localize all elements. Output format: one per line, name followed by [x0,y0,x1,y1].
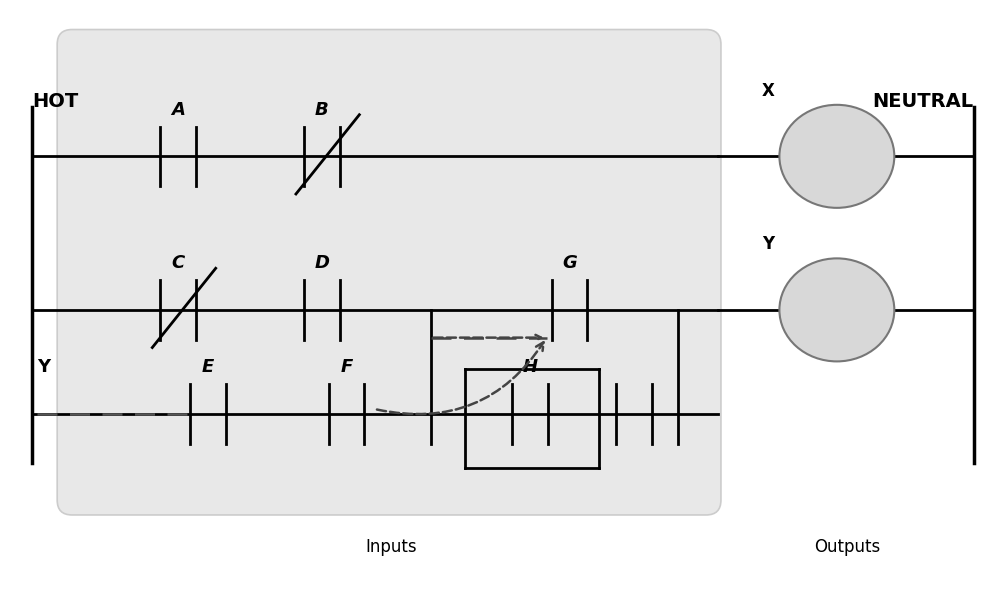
Text: Y: Y [37,358,50,376]
FancyArrowPatch shape [377,342,543,414]
Ellipse shape [780,259,894,361]
Text: NEUTRAL: NEUTRAL [872,92,974,111]
Text: Inputs: Inputs [365,538,416,555]
Text: Outputs: Outputs [814,538,880,555]
Text: D: D [314,254,329,272]
Text: B: B [315,101,329,119]
Text: A: A [171,101,185,119]
Text: X: X [762,82,775,100]
Text: C: C [171,254,185,272]
Ellipse shape [780,105,894,208]
Text: E: E [201,358,214,376]
Text: G: G [562,254,576,272]
Text: H: H [522,358,537,376]
FancyBboxPatch shape [57,30,721,515]
Text: Y: Y [763,235,775,253]
Text: HOT: HOT [32,92,78,111]
Text: F: F [340,358,352,376]
